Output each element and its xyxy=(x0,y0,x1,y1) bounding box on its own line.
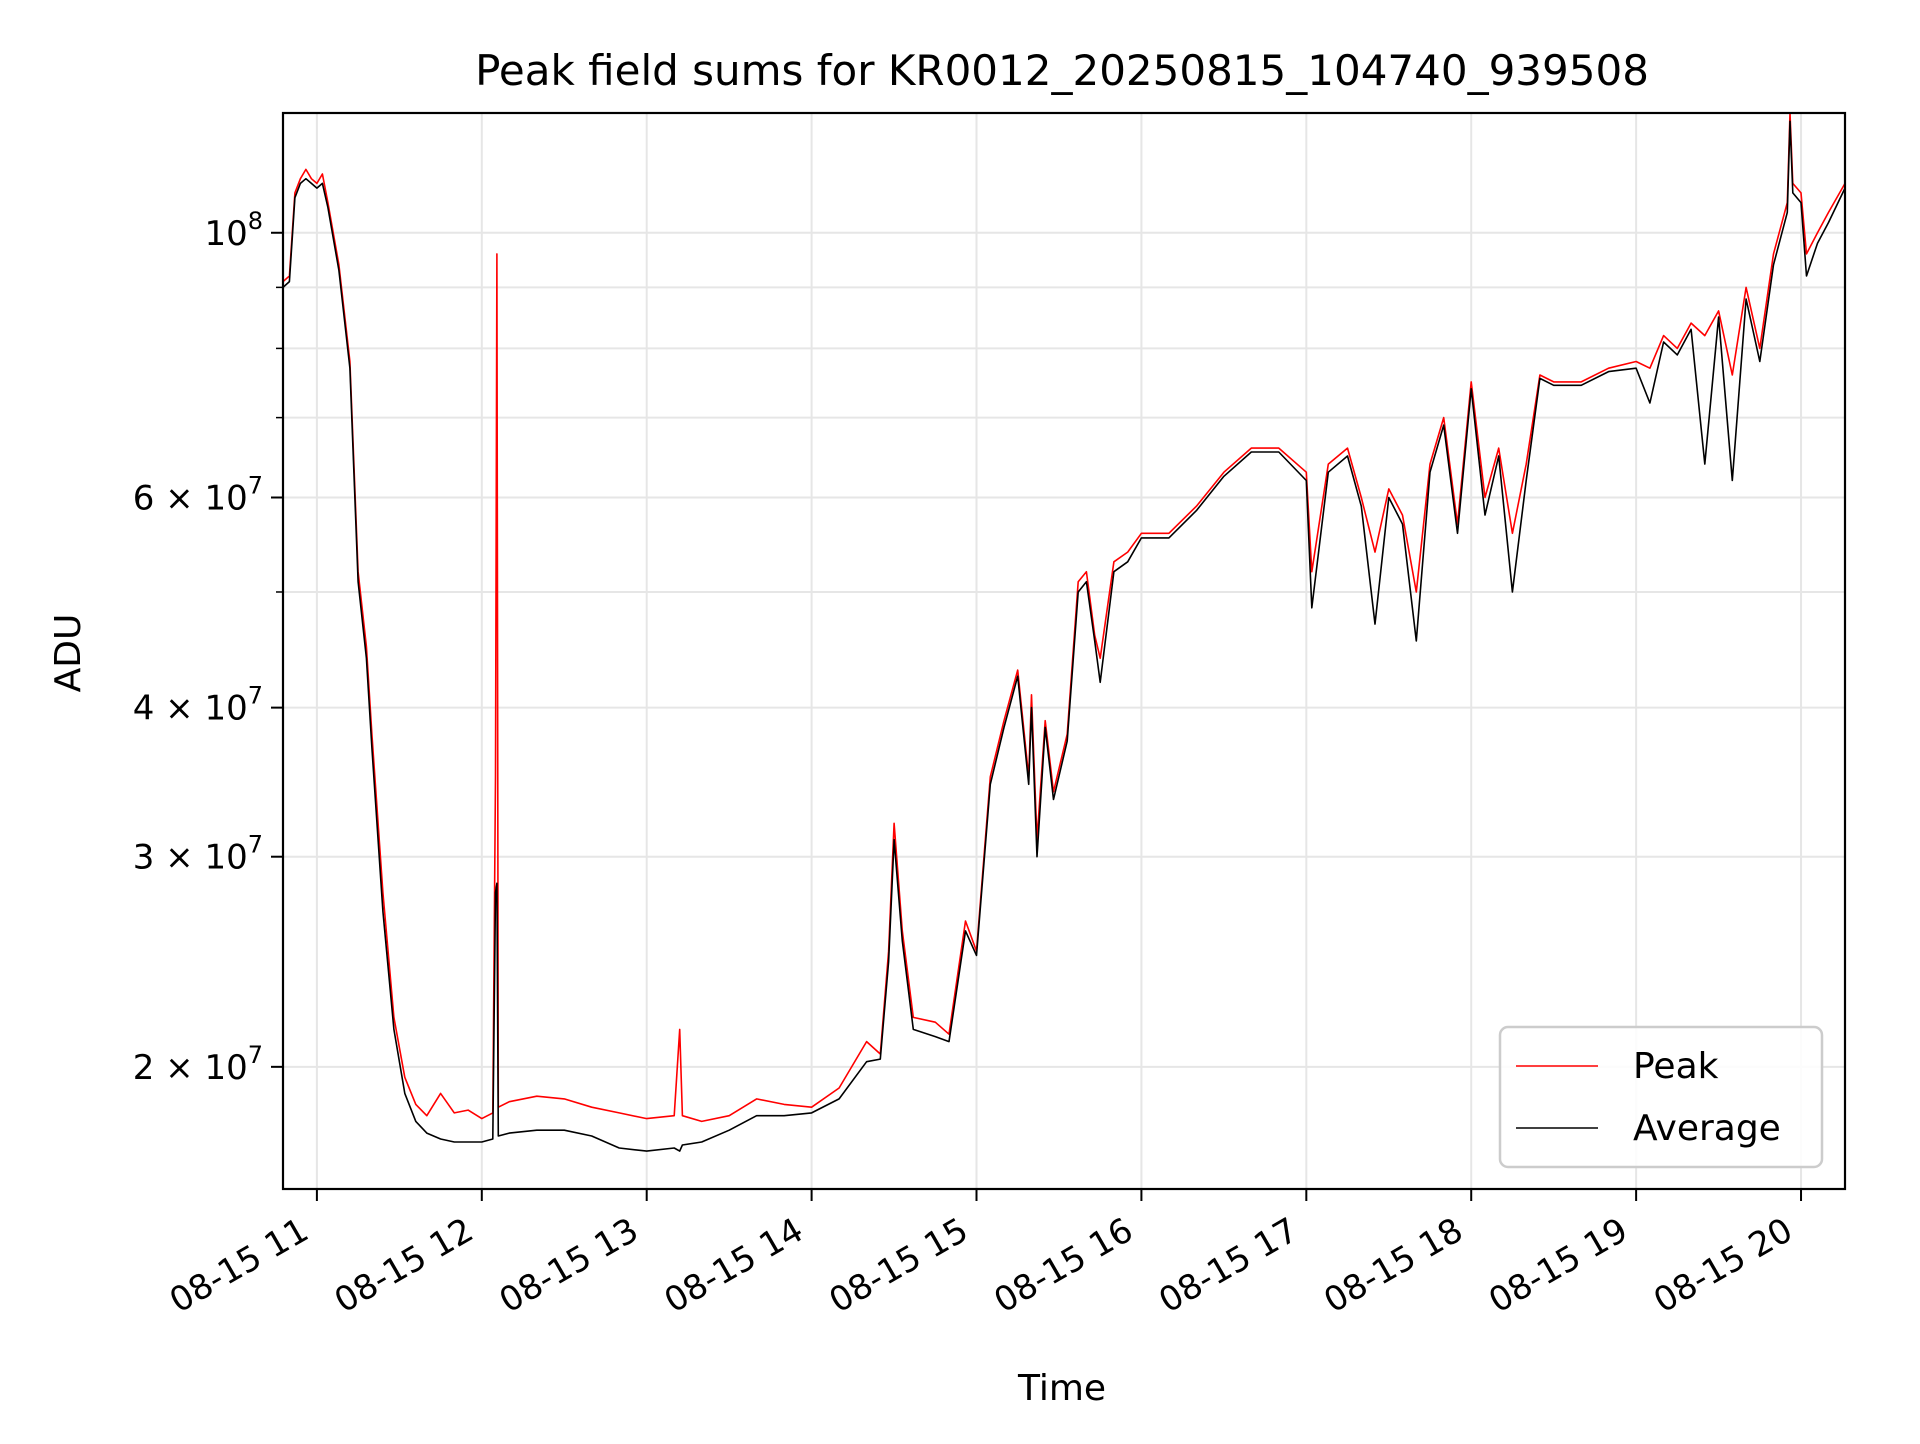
legend-peak-label: Peak xyxy=(1633,1046,1719,1087)
y-axis-label: ADU xyxy=(48,614,89,693)
y-tick-label: 4 × 107 xyxy=(133,682,263,729)
x-axis-label: Time xyxy=(1017,1368,1106,1409)
series-line-average xyxy=(282,120,1846,1152)
series-layer xyxy=(282,112,1846,1152)
legend-box xyxy=(1498,1025,1824,1169)
series-line-peak xyxy=(282,112,1846,1123)
legend-average-label: Average xyxy=(1633,1108,1781,1149)
y-tick-label: 2 × 107 xyxy=(133,1041,263,1088)
y-tick-label: 6 × 107 xyxy=(133,471,263,518)
y-tick-label: 108 xyxy=(204,207,263,254)
legend: Peak Average xyxy=(1498,1025,1824,1169)
chart-title: Peak field sums for KR0012_20250815_1047… xyxy=(475,46,1649,95)
y-tick-label: 3 × 107 xyxy=(133,831,263,878)
plot-frame xyxy=(281,111,1847,1191)
